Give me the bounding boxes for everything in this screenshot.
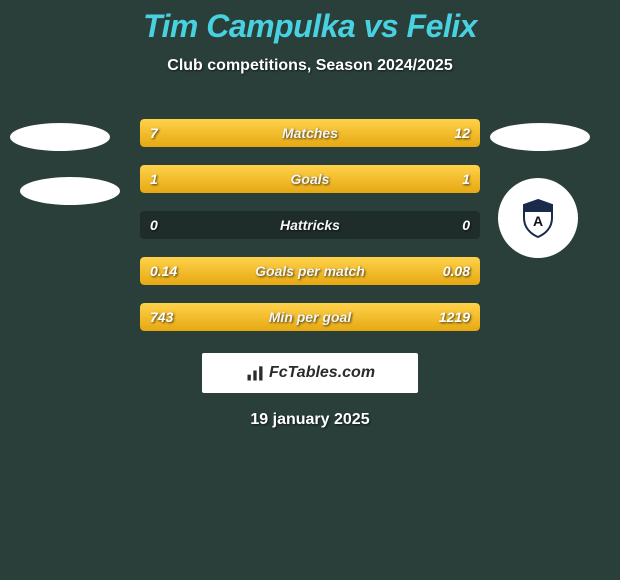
page-title: Tim Campulka vs Felix: [0, 0, 620, 45]
player1-name: Tim Campulka: [143, 8, 355, 44]
stat-label: Hattricks: [140, 217, 480, 233]
value-right: 0.08: [443, 263, 470, 279]
decor-oval: [10, 123, 110, 151]
value-right: 1: [462, 171, 470, 187]
stat-label: Min per goal: [140, 309, 480, 325]
decor-oval: [490, 123, 590, 151]
brand-text: FcTables.com: [269, 364, 375, 382]
stat-row: 1Goals1: [140, 165, 480, 193]
brand-box: FcTables.com: [202, 353, 418, 393]
player2-name: Felix: [407, 8, 477, 44]
stat-row: 743Min per goal1219: [140, 303, 480, 331]
club-badge: A: [498, 178, 578, 258]
stat-row: 0.14Goals per match0.08: [140, 257, 480, 285]
stat-row: 0Hattricks0: [140, 211, 480, 239]
bar-chart-icon: [245, 363, 265, 383]
subtitle: Club competitions, Season 2024/2025: [0, 57, 620, 75]
value-right: 0: [462, 217, 470, 233]
decor-oval: [20, 177, 120, 205]
stat-row: 7Matches12: [140, 119, 480, 147]
value-right: 1219: [439, 309, 470, 325]
vs-text: vs: [364, 8, 399, 44]
date-text: 19 january 2025: [0, 411, 620, 429]
value-right: 12: [454, 125, 470, 141]
svg-text:A: A: [533, 213, 543, 229]
stats-container: 7Matches12 1Goals1 0Hattricks0 0.14Goals pe…: [140, 119, 480, 331]
shield-icon: A: [516, 196, 560, 240]
stat-label: Goals: [140, 171, 480, 187]
stat-label: Goals per match: [140, 263, 480, 279]
stat-label: Matches: [140, 125, 480, 141]
